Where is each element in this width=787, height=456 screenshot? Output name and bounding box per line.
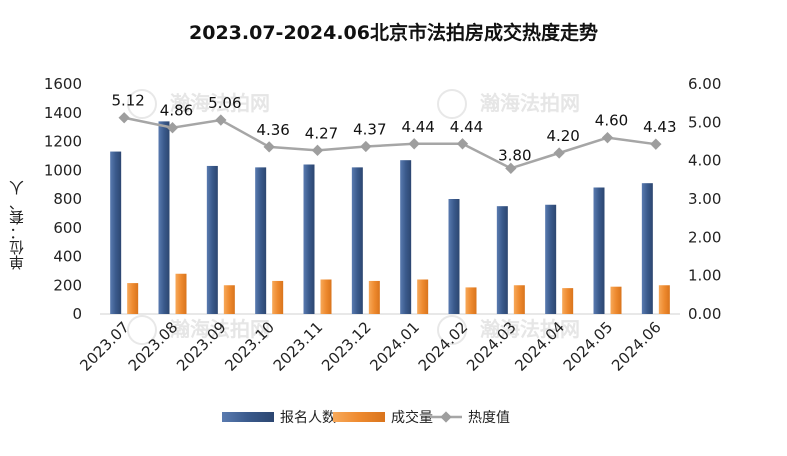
bar-registrants xyxy=(110,151,122,314)
bar-registrants xyxy=(448,199,460,314)
heat-data-label: 4.86 xyxy=(160,102,193,120)
heat-data-label: 4.27 xyxy=(305,124,338,142)
y2-tick-label: 6.00 xyxy=(688,75,721,93)
heat-point xyxy=(215,114,227,126)
x-tick-label: 2023.08 xyxy=(125,318,182,375)
heat-point xyxy=(311,144,324,156)
heat-data-label: 4.44 xyxy=(401,118,434,136)
heat-data-label: 4.43 xyxy=(643,118,676,136)
bar-registrants xyxy=(206,165,218,314)
heat-data-label: 3.80 xyxy=(498,146,531,164)
heat-point xyxy=(553,147,565,159)
bar-registrants xyxy=(545,204,557,314)
bar-deals xyxy=(223,285,235,314)
bar-registrants xyxy=(255,167,267,314)
y-tick-label: 1400 xyxy=(44,104,82,122)
x-tick-label: 2023.07 xyxy=(76,318,133,375)
bar-deals xyxy=(368,280,380,314)
y2-tick-label: 2.00 xyxy=(688,228,721,246)
heat-data-label: 4.44 xyxy=(450,118,483,136)
legend-swatch-registrants xyxy=(222,412,274,422)
y2-tick-label: 3.00 xyxy=(688,190,721,208)
x-tick-label: 2023.12 xyxy=(318,318,375,375)
bar-deals xyxy=(127,283,139,314)
bar-registrants xyxy=(351,167,363,314)
bar-deals xyxy=(465,287,477,314)
heat-data-label: 4.36 xyxy=(256,121,289,139)
heat-data-label: 4.60 xyxy=(595,112,628,130)
y-tick-label: 1600 xyxy=(44,75,82,93)
y-tick-label: 600 xyxy=(53,219,82,237)
y2-tick-label: 5.00 xyxy=(688,113,721,131)
y-tick-label: 1200 xyxy=(44,133,82,151)
heat-point xyxy=(650,138,662,150)
bar-registrants xyxy=(400,160,412,314)
heat-point xyxy=(360,140,372,153)
heat-point xyxy=(505,162,517,174)
watermark-text: 瀚海法拍网 xyxy=(480,317,580,341)
bar-deals xyxy=(272,280,284,314)
y-tick-label: 800 xyxy=(53,190,82,208)
bar-registrants xyxy=(641,183,653,314)
y-tick-label: 0 xyxy=(72,305,82,323)
y2-tick-label: 0.00 xyxy=(688,305,721,323)
x-tick-label: 2023.11 xyxy=(270,318,327,375)
bar-deals xyxy=(562,288,574,314)
bar-deals xyxy=(175,273,187,314)
heat-point xyxy=(263,141,275,153)
heat-data-label: 4.20 xyxy=(546,127,579,145)
x-tick-label: 2024.06 xyxy=(608,318,665,375)
legend-label-deals: 成交量 xyxy=(391,409,433,426)
bar-registrants xyxy=(158,121,170,314)
watermark-logo xyxy=(437,89,467,119)
heat-data-label: 5.06 xyxy=(208,94,241,112)
bar-registrants xyxy=(593,187,605,314)
watermark-logo xyxy=(437,315,467,345)
y-tick-label: 200 xyxy=(53,276,82,294)
bar-deals xyxy=(610,286,622,314)
heat-point xyxy=(408,138,420,150)
watermark-text: 瀚海法拍网 xyxy=(170,317,270,341)
watermark-text: 瀚海法拍网 xyxy=(170,91,270,115)
legend-swatch-deals xyxy=(333,412,385,422)
watermark-logo xyxy=(127,315,157,345)
x-tick-label: 2024.01 xyxy=(366,318,423,375)
legend-marker-heat xyxy=(440,411,452,423)
watermark-text: 瀚海法拍网 xyxy=(480,91,580,115)
y2-tick-label: 4.00 xyxy=(688,152,721,170)
chart-title: 2023.07-2024.06北京市法拍房成交热度走势 xyxy=(189,22,598,44)
bar-registrants xyxy=(496,206,508,314)
legend-label-registrants: 报名人数 xyxy=(280,410,336,426)
x-tick-label: 2024.02 xyxy=(415,318,472,375)
y-tick-label: 1000 xyxy=(44,161,82,179)
bar-registrants xyxy=(303,164,315,314)
heat-point xyxy=(601,132,614,144)
heat-data-label: 4.37 xyxy=(353,120,386,138)
y2-tick-label: 1.00 xyxy=(688,267,721,285)
bar-deals xyxy=(513,285,525,314)
legend-label-heat: 热度值 xyxy=(468,410,510,426)
bar-deals xyxy=(658,285,670,314)
heat-point xyxy=(456,138,469,150)
heat-data-label: 5.12 xyxy=(111,92,144,110)
bar-deals xyxy=(320,279,332,314)
y-tick-label: 400 xyxy=(53,248,82,266)
heat-line xyxy=(123,116,657,170)
bar-deals xyxy=(417,279,429,314)
watermark-logo xyxy=(127,89,157,119)
heat-point xyxy=(118,112,130,124)
